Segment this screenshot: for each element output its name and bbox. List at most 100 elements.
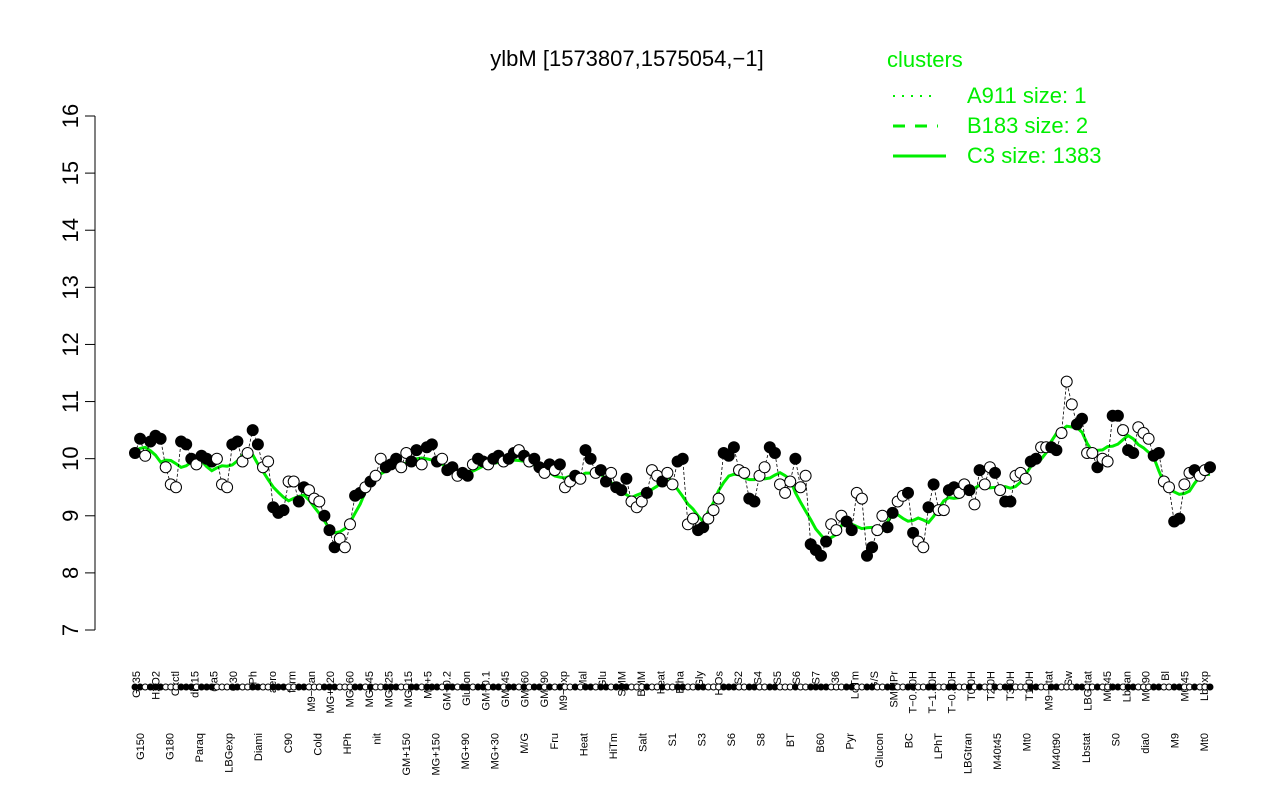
x-axis-dots [131,683,1214,691]
series-line [134,381,1211,558]
x-tick-label: M40t90 [1051,733,1063,770]
x-tick-label: Paraq [194,733,206,762]
x-tick-label: LBGstat [1083,671,1095,711]
x-tick-label: S5 [772,671,784,684]
x-tick-label: M40t45 [992,733,1004,770]
data-point [436,452,449,465]
x-tick-label: Bl [1160,671,1172,681]
x-tick-label: Salt [637,733,649,752]
data-point [620,472,633,485]
x-tick-label: GM−0.1 [481,671,493,710]
y-tick-label: 16 [58,104,83,128]
legend-entry-c3: C3 size: 1383 [967,143,1102,168]
data-point [712,492,725,505]
x-tick-label: GM−0.2 [442,671,454,710]
data-point [758,461,771,474]
data-point [262,455,275,468]
x-tick-label: M/G [519,733,531,754]
data-point [1060,375,1073,388]
data-point [405,455,418,468]
data-point [789,452,802,465]
x-tick-label: T−1.10H [927,671,939,714]
data-point [1004,495,1017,508]
legend-entry-b183: B183 size: 2 [967,113,1088,138]
x-tick-label: Diami [253,733,265,761]
data-point [927,478,940,491]
data-point [989,466,1001,479]
x-tick-label: M9 [1169,733,1181,748]
data-point [1050,444,1063,457]
data-point [881,521,894,534]
x-tick-label: S4 [752,671,764,684]
data-point [461,469,474,482]
data-point [180,438,193,451]
x-tick-label: HPh [342,733,354,754]
data-point [605,466,618,479]
data-point [210,452,223,465]
data-point [855,492,868,505]
y-tick-label: 14 [58,218,83,242]
data-point [738,466,751,479]
x-tick-label: S6 [791,671,803,684]
data-point [661,466,674,479]
data-point [1163,481,1175,494]
legend: clusters A911 size: 1 B183 size: 2 C3 si… [887,47,1102,168]
x-tick-label: Mt0 [1199,733,1211,751]
data-point [830,524,843,537]
data-points [129,375,1216,562]
data-point [968,498,981,511]
x-tick-label: S0 [1110,733,1122,746]
data-point [978,478,991,491]
data-point [129,447,141,459]
data-point [748,495,761,508]
x-tick-label: LBGtran [963,733,975,774]
x-tick-label: Pyr [844,733,856,750]
x-tick-label: Glucon [874,733,886,768]
data-point [1076,412,1088,425]
y-tick-label: 10 [58,446,83,470]
x-tick-label: HiOs [714,671,726,696]
data-point [323,524,336,537]
data-point [1101,455,1114,468]
x-axis-labels: G135H2O2Oxctldia15dia5C30LPhaerofermM9−t… [131,670,1211,775]
data-point [768,447,781,459]
data-point [1142,432,1155,445]
x-tick-label: nit [371,733,383,745]
data-point [553,458,566,471]
data-point [820,535,833,548]
data-point [794,481,807,494]
x-tick-label: dia0 [1140,733,1152,754]
data-point [615,484,628,497]
y-tick-label: 13 [58,275,83,299]
data-point [221,481,234,494]
x-tick-label: BC [903,733,915,748]
data-point [303,484,315,497]
legend-title: clusters [887,47,963,72]
data-point [784,475,797,488]
x-tick-label: T−0.30H [947,671,959,714]
x-tick-label: M9−stat [1044,671,1056,710]
x-tick-label: S3 [697,733,709,746]
data-point [241,447,254,459]
data-point [287,475,300,488]
data-point [231,435,244,448]
x-tick-label: Lbstat [1081,733,1093,763]
x-tick-label: Cold [312,733,324,756]
x-tick-label: M9−exp [558,671,570,710]
x-tick-label: GM+150 [401,733,413,776]
y-tick-label: 7 [58,624,83,636]
x-tick-label: Gly [694,671,706,688]
x-tick-label: S2 [733,671,745,684]
x-tick-label: Fru [549,733,561,750]
x-tick-label: M9−tran [306,671,318,712]
x-tick-label: S7 [811,671,823,684]
data-point [840,515,853,528]
data-point [902,486,914,499]
data-point [707,504,720,517]
data-point [994,484,1007,497]
data-point [779,486,792,499]
data-point [687,512,699,525]
x-tick-label: S1 [667,733,679,746]
data-point [727,441,740,454]
